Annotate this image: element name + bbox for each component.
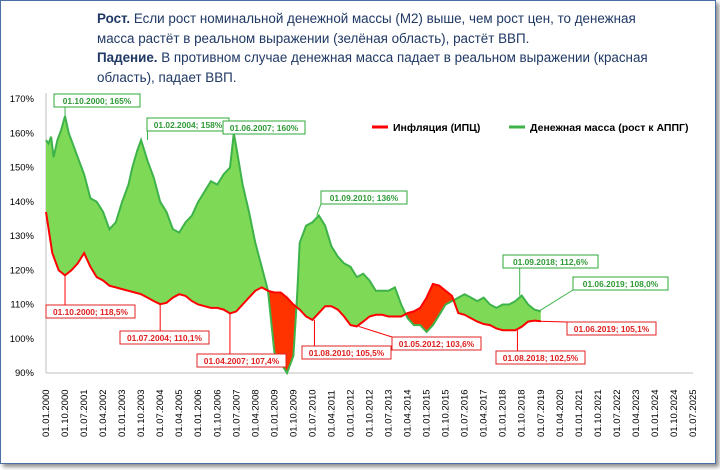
data-label: 01.10.2000; 165% <box>63 96 132 106</box>
x-tick-label: 01.01.2000 <box>41 389 52 437</box>
x-tick-label: 01.10.2000 <box>60 389 71 437</box>
data-label: 01.02.2004; 158% <box>154 120 223 130</box>
callout-box <box>222 120 306 135</box>
x-tick-label: 01.07.2004 <box>155 389 166 437</box>
y-tick-label: 170% <box>10 94 35 105</box>
data-label: 01.06.2019; 108,0% <box>583 279 659 289</box>
data-label: 01.08.2010; 105,5% <box>309 348 385 358</box>
callout-box <box>119 330 210 345</box>
callout-box <box>45 304 136 319</box>
fall-title: Падение. <box>97 50 158 65</box>
x-tick-label: 01.07.2010 <box>307 389 318 437</box>
x-tick-label: 01.07.2007 <box>231 389 242 437</box>
data-label: 01.09.2018; 112,6% <box>513 257 589 267</box>
x-tick-label: 01.04.2023 <box>631 389 642 437</box>
x-tick-label: 01.04.2005 <box>174 389 185 437</box>
x-tick-label: 01.10.2024 <box>669 389 680 437</box>
growth-area <box>454 294 541 331</box>
x-tick-label: 01.07.2013 <box>384 389 395 437</box>
x-tick-label: 01.04.2002 <box>98 389 109 437</box>
x-tick-label: 01.04.2011 <box>326 390 337 437</box>
callout-leader <box>538 289 574 312</box>
decline-area <box>405 284 454 332</box>
fall-text: В противном случае денежная масса падает… <box>97 50 648 85</box>
callout-box <box>572 276 669 291</box>
x-tick-label: 01.10.2015 <box>441 389 452 437</box>
legend-label-money: Денежная масса (рост к АППГ) <box>530 122 688 134</box>
growth-title: Рост. <box>97 11 131 26</box>
data-label: 01.08.2018; 102,5% <box>503 353 579 363</box>
x-tick-label: 01.07.2025 <box>688 389 699 437</box>
x-tick-label: 01.01.2021 <box>574 389 585 437</box>
x-tick-label: 01.04.2020 <box>555 389 566 437</box>
chart-description: Рост. Если рост номинальной денежной мас… <box>97 9 657 87</box>
x-tick-label: 01.04.2014 <box>403 389 414 437</box>
x-tick-label: 01.01.2018 <box>498 389 509 437</box>
y-tick-label: 130% <box>10 231 35 242</box>
callout-box <box>196 353 287 368</box>
y-tick-label: 100% <box>10 334 35 345</box>
x-tick-label: 01.01.2012 <box>345 389 356 437</box>
callout-box <box>566 321 657 336</box>
y-tick-label: 160% <box>10 128 35 139</box>
y-tick-label: 140% <box>10 197 35 208</box>
x-tick-label: 01.04.2017 <box>479 389 490 437</box>
growth-text: Если рост номинальной денежной массы (М2… <box>97 11 636 46</box>
x-tick-label: 01.07.2016 <box>460 389 471 437</box>
callout-box <box>53 93 141 108</box>
data-label: 01.06.2019; 105,1% <box>574 324 650 334</box>
inflation-line <box>45 211 541 332</box>
x-tick-label: 01.10.2021 <box>593 389 604 437</box>
x-tick-label: 01.01.2003 <box>117 389 128 437</box>
callout-box <box>495 350 586 365</box>
x-tick-label: 01.01.2006 <box>193 389 204 437</box>
x-tick-label: 01.01.2015 <box>422 389 433 437</box>
callout-box <box>301 345 392 360</box>
x-tick-label: 01.01.2024 <box>650 389 661 437</box>
y-tick-label: 110% <box>10 300 34 311</box>
x-tick-label: 01.10.2018 <box>517 389 528 437</box>
data-label: 01.04.2007; 107,4% <box>204 356 280 366</box>
growth-area <box>296 215 406 327</box>
callout-box <box>320 190 408 205</box>
y-tick-label: 150% <box>10 163 35 174</box>
callout-leader <box>358 325 393 338</box>
x-tick-label: 01.07.2001 <box>79 389 90 437</box>
data-label: 01.05.2012; 103,6% <box>399 339 475 349</box>
callout-leader <box>316 203 322 216</box>
data-label: 01.10.2000; 118,5% <box>53 307 129 317</box>
x-tick-label: 01.04.2008 <box>250 389 261 437</box>
data-label: 01.07.2004; 110,1% <box>127 333 203 343</box>
data-label: 01.09.2010; 136% <box>330 193 399 203</box>
x-tick-label: 01.01.2009 <box>269 389 280 437</box>
x-tick-label: 01.10.2006 <box>212 389 223 437</box>
legend-label-inflation: Инфляция (ИПЦ) <box>393 122 480 134</box>
y-tick-label: 120% <box>10 265 35 276</box>
x-tick-label: 01.10.2003 <box>136 389 147 437</box>
x-tick-label: 01.07.2022 <box>612 389 623 437</box>
callout-box <box>502 254 599 269</box>
x-tick-label: 01.10.2012 <box>365 389 376 437</box>
x-tick-label: 01.07.2019 <box>536 389 547 437</box>
data-label: 01.06.2007; 160% <box>230 123 299 133</box>
x-tick-label: 01.10.2009 <box>288 389 299 437</box>
y-tick-label: 90% <box>15 368 35 379</box>
growth-area <box>46 117 269 314</box>
callout-box <box>391 336 482 351</box>
callout-leader <box>538 320 568 323</box>
